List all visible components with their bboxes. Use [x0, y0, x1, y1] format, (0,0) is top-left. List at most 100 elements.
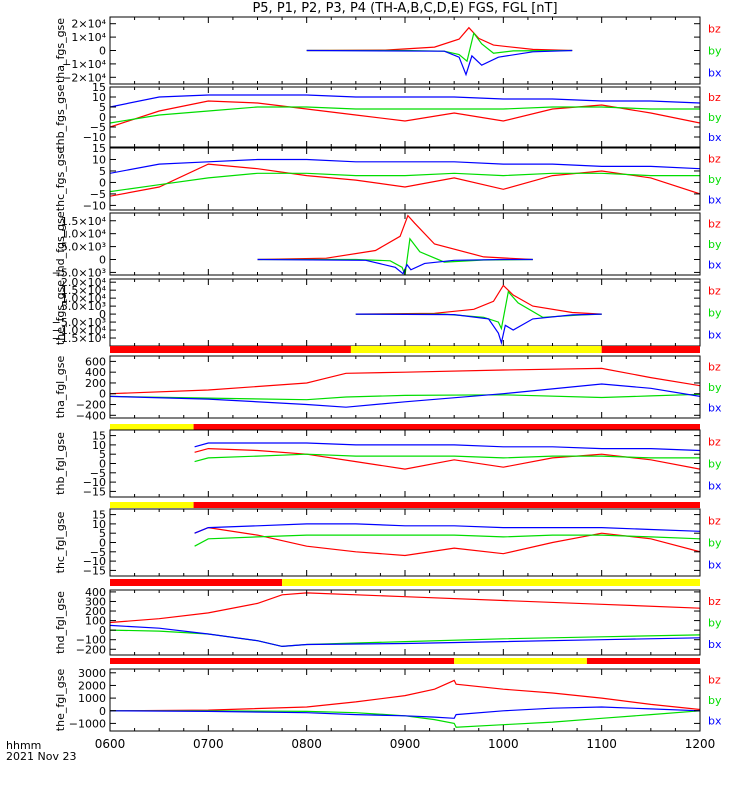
series-line-by [257, 237, 533, 275]
legend-bz: bz [708, 674, 721, 687]
series-line-bx [110, 158, 700, 174]
y-axis-label: tha_fgl_gse [54, 356, 67, 419]
panel-frame [109, 355, 701, 419]
y-tick-label: −100 [76, 634, 106, 647]
y-tick-label: −1.0×10⁴ [52, 324, 107, 337]
series-line-by [194, 534, 700, 547]
y-tick-label: −5.0×10³ [52, 266, 106, 279]
y-tick-label: −5 [90, 467, 106, 480]
x-tick-label: 0800 [291, 737, 322, 751]
y-tick-label: −10 [83, 555, 106, 568]
y-tick-label: 600 [85, 355, 106, 368]
status-bar-segment [282, 579, 700, 586]
status-bar-segment [110, 346, 351, 353]
legend-bx: bx [708, 258, 722, 271]
series-line-bz [355, 284, 602, 315]
status-bar-segment [110, 424, 194, 430]
y-tick-label: 0 [99, 111, 106, 124]
status-bar-segment [110, 502, 194, 508]
legend-by: by [708, 45, 722, 58]
series-line-bz [306, 26, 573, 52]
legend-bx: bx [708, 714, 722, 727]
legend-by: by [708, 381, 722, 394]
legend-bx: bx [708, 329, 722, 342]
y-tick-label: 0 [99, 388, 106, 401]
y-tick-label: −200 [76, 399, 106, 412]
panel-frame [109, 508, 701, 577]
status-bar-segment [110, 579, 283, 586]
series-line-bx [110, 624, 700, 648]
legend-bz: bz [708, 284, 721, 297]
panel-frame [109, 278, 701, 347]
y-tick-label: 0 [99, 537, 106, 550]
y-tick-label: −5 [90, 546, 106, 559]
y-tick-label: 10 [92, 439, 106, 452]
y-tick-label: −1×10⁴ [62, 58, 106, 71]
legend-by: by [708, 238, 722, 251]
x-tick-label: 0600 [95, 737, 126, 751]
plot-title: P5, P1, P2, P3, P4 (TH-A,B,C,D,E) FGS, F… [252, 1, 558, 16]
x-tick-label: 1100 [586, 737, 617, 751]
legend-by: by [708, 537, 722, 550]
y-tick-label: 3000 [78, 667, 106, 680]
series-line-bz [110, 163, 700, 197]
y-tick-label: 300 [85, 595, 106, 608]
series-line-bz [110, 592, 700, 624]
footer-date-label: 2021 Nov 23 [6, 750, 77, 763]
y-tick-label: −15 [83, 485, 106, 498]
y-tick-label: −5 [90, 121, 106, 134]
legend-bx: bx [708, 131, 722, 144]
status-bar-segment [193, 424, 701, 430]
y-tick-label: 1000 [78, 692, 106, 705]
y-tick-label: 200 [85, 377, 106, 390]
y-tick-label: 1.0×10⁴ [61, 228, 107, 241]
panel-frame [109, 86, 701, 148]
legend-by: by [708, 458, 722, 471]
legend-by: by [708, 111, 722, 124]
series-line-bx [194, 442, 700, 452]
status-bar-segment [586, 658, 700, 664]
y-tick-label: 1.5×10⁴ [61, 284, 107, 297]
y-tick-label: 1×10⁴ [71, 31, 106, 44]
legend-bz: bz [708, 22, 721, 35]
series-line-bz [194, 447, 700, 470]
panel-frame [109, 589, 701, 656]
legend-by: by [708, 173, 722, 186]
series-line-by [110, 393, 700, 401]
panel-frame [109, 429, 701, 498]
series-line-by [306, 31, 573, 63]
y-tick-label: 10 [92, 518, 106, 531]
status-bar-segment [601, 346, 700, 353]
panel-5: 2.0×10⁴1.5×10⁴1.0×10⁴5.0×10³0−5.0×10³−1.… [52, 276, 722, 347]
y-tick-label: −10 [83, 199, 106, 212]
y-tick-label: −15 [83, 564, 106, 577]
y-tick-label: −5.0×10³ [52, 316, 106, 329]
legend-by: by [708, 307, 722, 320]
y-tick-label: 10 [92, 153, 106, 166]
legend-bz: bz [708, 153, 721, 166]
y-tick-label: 2.0×10⁴ [61, 276, 107, 289]
series-line-bz [110, 367, 700, 395]
legend-bz: bz [708, 218, 721, 231]
y-tick-label: 5 [99, 448, 106, 461]
y-tick-label: 1.0×10⁴ [61, 292, 107, 305]
y-axis-label: thb_fgs_gse [54, 84, 67, 150]
y-axis-label: the_fgs_gse [54, 280, 67, 345]
legend-bx: bx [708, 401, 722, 414]
y-tick-label: −10 [83, 476, 106, 489]
y-tick-label: 200 [85, 605, 106, 618]
series-line-by [110, 710, 700, 728]
status-bar-segment [193, 502, 701, 508]
y-tick-label: 400 [85, 586, 106, 599]
y-axis-label: thd_fgl_gse [54, 591, 67, 654]
y-tick-label: 0 [99, 308, 106, 321]
legend-by: by [708, 617, 722, 630]
y-axis-label: the_fgl_gse [54, 669, 67, 732]
legend-bx: bx [708, 67, 722, 80]
y-tick-label: 5.0×10³ [61, 300, 106, 313]
